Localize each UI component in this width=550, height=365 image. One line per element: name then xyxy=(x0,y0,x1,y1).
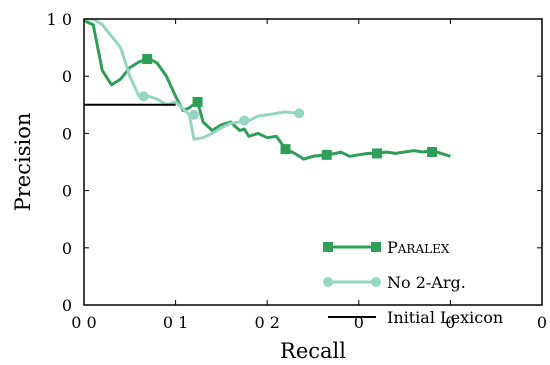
legend-marker xyxy=(371,277,381,287)
paralex-marker xyxy=(280,144,291,155)
legend-entry-no-2-arg: No 2-Arg. xyxy=(323,273,466,292)
no-2-arg-line xyxy=(84,19,300,141)
legend-entry-paralex: PARALEX xyxy=(323,238,450,257)
x-tick-label: 0 2 xyxy=(254,313,279,332)
y-tick-label: 1 0 xyxy=(47,10,72,29)
legend-marker xyxy=(371,242,381,252)
y-tick-label: 0 xyxy=(62,182,72,201)
legend-label: PARALEX xyxy=(387,238,450,257)
y-tick-label: 0 xyxy=(62,67,72,86)
y-axis-title: Precision xyxy=(11,113,35,212)
plot-frame xyxy=(83,18,543,306)
paralex-marker xyxy=(321,149,332,160)
series-layer xyxy=(84,19,451,161)
x-tick-label: 0 xyxy=(354,313,364,332)
y-tick-label: 0 xyxy=(62,296,72,315)
paralex-marker xyxy=(372,148,383,159)
paralex-marker xyxy=(427,146,438,157)
x-tick-label: 0 xyxy=(445,313,455,332)
no-2-arg-series xyxy=(84,19,305,141)
no-2-arg-marker xyxy=(294,108,305,119)
no-2-arg-marker xyxy=(239,115,250,126)
y-tick-label: 0 xyxy=(62,239,72,258)
x-tick-label: 0 xyxy=(537,313,547,332)
legend-marker xyxy=(323,277,333,287)
legend-label: Initial Lexicon xyxy=(387,308,503,327)
legend: PARALEX No 2-Arg. Initial Lexicon xyxy=(323,238,503,327)
paralex-line xyxy=(84,19,451,161)
x-tick-label: 0 0 xyxy=(71,313,96,332)
no-2-arg-marker xyxy=(138,91,149,102)
paralex-marker xyxy=(192,96,203,107)
paralex-marker xyxy=(142,54,153,65)
x-tick-label: 0 1 xyxy=(163,313,188,332)
x-axis-title: Recall xyxy=(280,339,346,363)
legend-label: No 2-Arg. xyxy=(387,273,466,292)
legend-marker xyxy=(323,242,333,252)
legend-entry-initial-lexicon: Initial Lexicon xyxy=(328,308,503,327)
paralex-series xyxy=(84,19,451,161)
no-2-arg-marker xyxy=(188,109,199,120)
y-tick-label: 0 xyxy=(62,124,72,143)
ticks-layer: 0 0 0 1 0 2 0 0 0 0 0 0 0 0 1 0 xyxy=(47,10,548,332)
